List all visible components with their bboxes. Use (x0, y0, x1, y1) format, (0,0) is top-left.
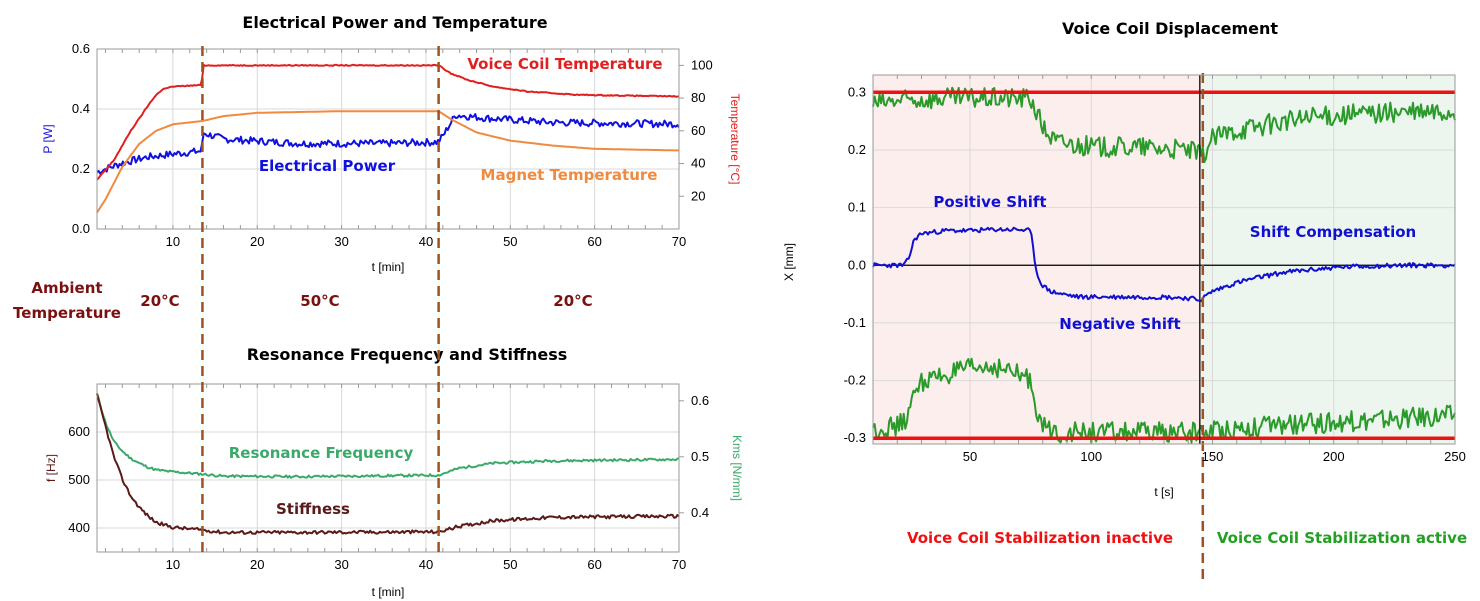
x-tick-label: 50 (503, 234, 517, 249)
label-positive-shift: Positive Shift (933, 193, 1046, 211)
y2-tick-label: 100 (691, 57, 713, 72)
ambient-temperature-annotation: Ambient Temperature 20°C 50°C 20°C (13, 279, 593, 322)
y-tick-label: 0.2 (72, 161, 90, 176)
x-tick-label: 40 (419, 557, 433, 572)
region-label-active: Voice Coil Stabilization active (1217, 529, 1467, 547)
y-tick-label: 0.0 (848, 257, 866, 272)
y2-axis-label: Temperature [°C] (728, 94, 742, 185)
y2-tick-label: 20 (691, 188, 705, 203)
y-axis-label: X [mm] (782, 243, 796, 281)
plot-area (97, 384, 679, 552)
x-axis-label: t [min] (372, 260, 405, 274)
series-label-electrical-power: Electrical Power (259, 157, 396, 175)
ambient-label-line2: Temperature (13, 304, 121, 322)
y-tick-label: -0.3 (844, 430, 866, 445)
x-tick-label: 250 (1444, 449, 1466, 464)
y-axis-label: f [Hz] (44, 454, 58, 482)
y2-axis-label: Kms [N/mm] (730, 435, 744, 501)
y2-tick-label: 0.5 (691, 449, 709, 464)
label-shift-compensation: Shift Compensation (1250, 223, 1416, 241)
y-tick-label: 600 (68, 424, 90, 439)
plot-frame (96, 383, 680, 553)
y-tick-label: -0.1 (844, 315, 866, 330)
x-tick-label: 200 (1323, 449, 1345, 464)
series-label-resonance-frequency: Resonance Frequency (229, 444, 414, 462)
y-tick-label: 0.6 (72, 41, 90, 56)
x-tick-label: 150 (1202, 449, 1224, 464)
series-label-magnet-temperature: Magnet Temperature (481, 166, 658, 184)
x-tick-label: 10 (166, 557, 180, 572)
phase-label-2: 50°C (300, 292, 339, 310)
series-positive-shift (872, 226, 1456, 303)
y-tick-label: 0.4 (72, 101, 90, 116)
region-label-inactive: Voice Coil Stabilization inactive (907, 529, 1173, 547)
x-axis-label: t [min] (372, 585, 405, 599)
series-electrical-power (96, 113, 680, 175)
x-tick-label: 50 (503, 557, 517, 572)
x-tick-label: 30 (334, 234, 348, 249)
y-tick-label: 500 (68, 472, 90, 487)
series-label-voice-coil-temperature: Voice Coil Temperature (467, 55, 662, 73)
x-tick-label: 20 (250, 234, 264, 249)
series-stiffness (96, 393, 680, 535)
x-tick-label: 10 (166, 234, 180, 249)
y-tick-label: 400 (68, 520, 90, 535)
x-tick-label: 40 (419, 234, 433, 249)
plot-frame (96, 48, 680, 230)
y2-tick-label: 0.6 (691, 393, 709, 408)
ambient-label-line1: Ambient (31, 279, 102, 297)
x-tick-label: 70 (672, 557, 686, 572)
region-active (1202, 75, 1455, 444)
series-resonance-frequency (96, 392, 680, 479)
y2-tick-label: 60 (691, 123, 705, 138)
chart-title: Voice Coil Displacement (1062, 19, 1278, 38)
y2-tick-label: 40 (691, 156, 705, 171)
series-label-stiffness: Stiffness (276, 500, 350, 518)
chart-title: Resonance Frequency and Stiffness (247, 345, 568, 364)
x-tick-label: 60 (587, 234, 601, 249)
y-tick-label: 0.3 (848, 84, 866, 99)
x-tick-label: 100 (1080, 449, 1102, 464)
phase-label-1: 20°C (140, 292, 179, 310)
chart-title: Electrical Power and Temperature (242, 13, 547, 32)
y-tick-label: 0.1 (848, 200, 866, 215)
y2-tick-label: 80 (691, 90, 705, 105)
y2-tick-label: 0.4 (691, 505, 709, 520)
plot-area (97, 49, 679, 229)
series-magnet-temperature (96, 110, 680, 214)
power-temperature-chart: 10 20 30 40 50 60 70 0.0 0.2 0.4 0.6 20 40 60 80 100 El… (41, 13, 742, 274)
y-tick-label: -0.2 (844, 373, 866, 388)
voice-coil-displacement-chart: 50 100 150 200 250 -0.3 -0.2 -0.1 0.0 0.1 0.2 0.3 V… (782, 19, 1467, 582)
y-tick-label: 0.2 (848, 142, 866, 157)
y-tick-label: 0.0 (72, 221, 90, 236)
x-tick-label: 50 (963, 449, 977, 464)
x-tick-label: 20 (250, 557, 264, 572)
series-voice-coil-temperature (96, 63, 680, 181)
x-tick-label: 60 (587, 557, 601, 572)
x-tick-label: 30 (334, 557, 348, 572)
x-axis-label: t [s] (1154, 485, 1173, 499)
x-tick-label: 70 (672, 234, 686, 249)
resonance-stiffness-chart: 10 20 30 40 50 60 70 400 500 600 0.4 0.5 0.6 Resonan… (44, 345, 744, 599)
phase-label-3: 20°C (553, 292, 592, 310)
label-negative-shift: Negative Shift (1059, 315, 1180, 333)
phase-boundaries (201, 46, 440, 552)
y-axis-label: P [W] (41, 124, 55, 153)
